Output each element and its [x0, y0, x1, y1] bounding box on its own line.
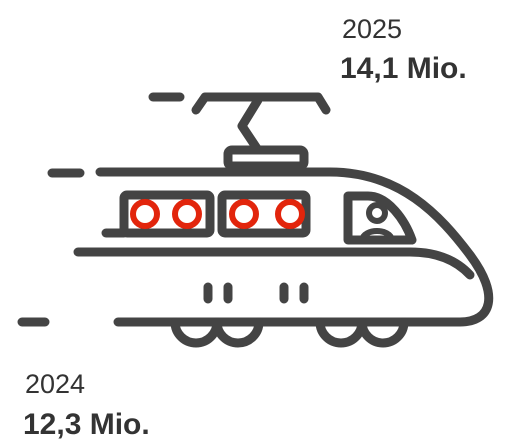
light — [232, 202, 256, 226]
light — [175, 202, 199, 226]
page: 2025 14,1 Mio. 2024 12,3 Mio. (() => { c… — [0, 0, 509, 446]
light — [278, 202, 302, 226]
pantograph — [196, 97, 326, 150]
year: 2025 — [342, 14, 402, 44]
roof-box — [228, 150, 304, 166]
stripe — [78, 252, 470, 275]
driver-head — [369, 205, 385, 221]
vents — [208, 287, 304, 299]
value: 14,1 Mio. — [340, 52, 467, 85]
infographic: 2025 14,1 Mio. 2024 12,3 Mio. — [0, 0, 509, 446]
light — [133, 202, 157, 226]
value: 12,3 Mio. — [23, 408, 150, 441]
year: 2024 — [25, 369, 85, 399]
train-icon — [22, 97, 489, 343]
